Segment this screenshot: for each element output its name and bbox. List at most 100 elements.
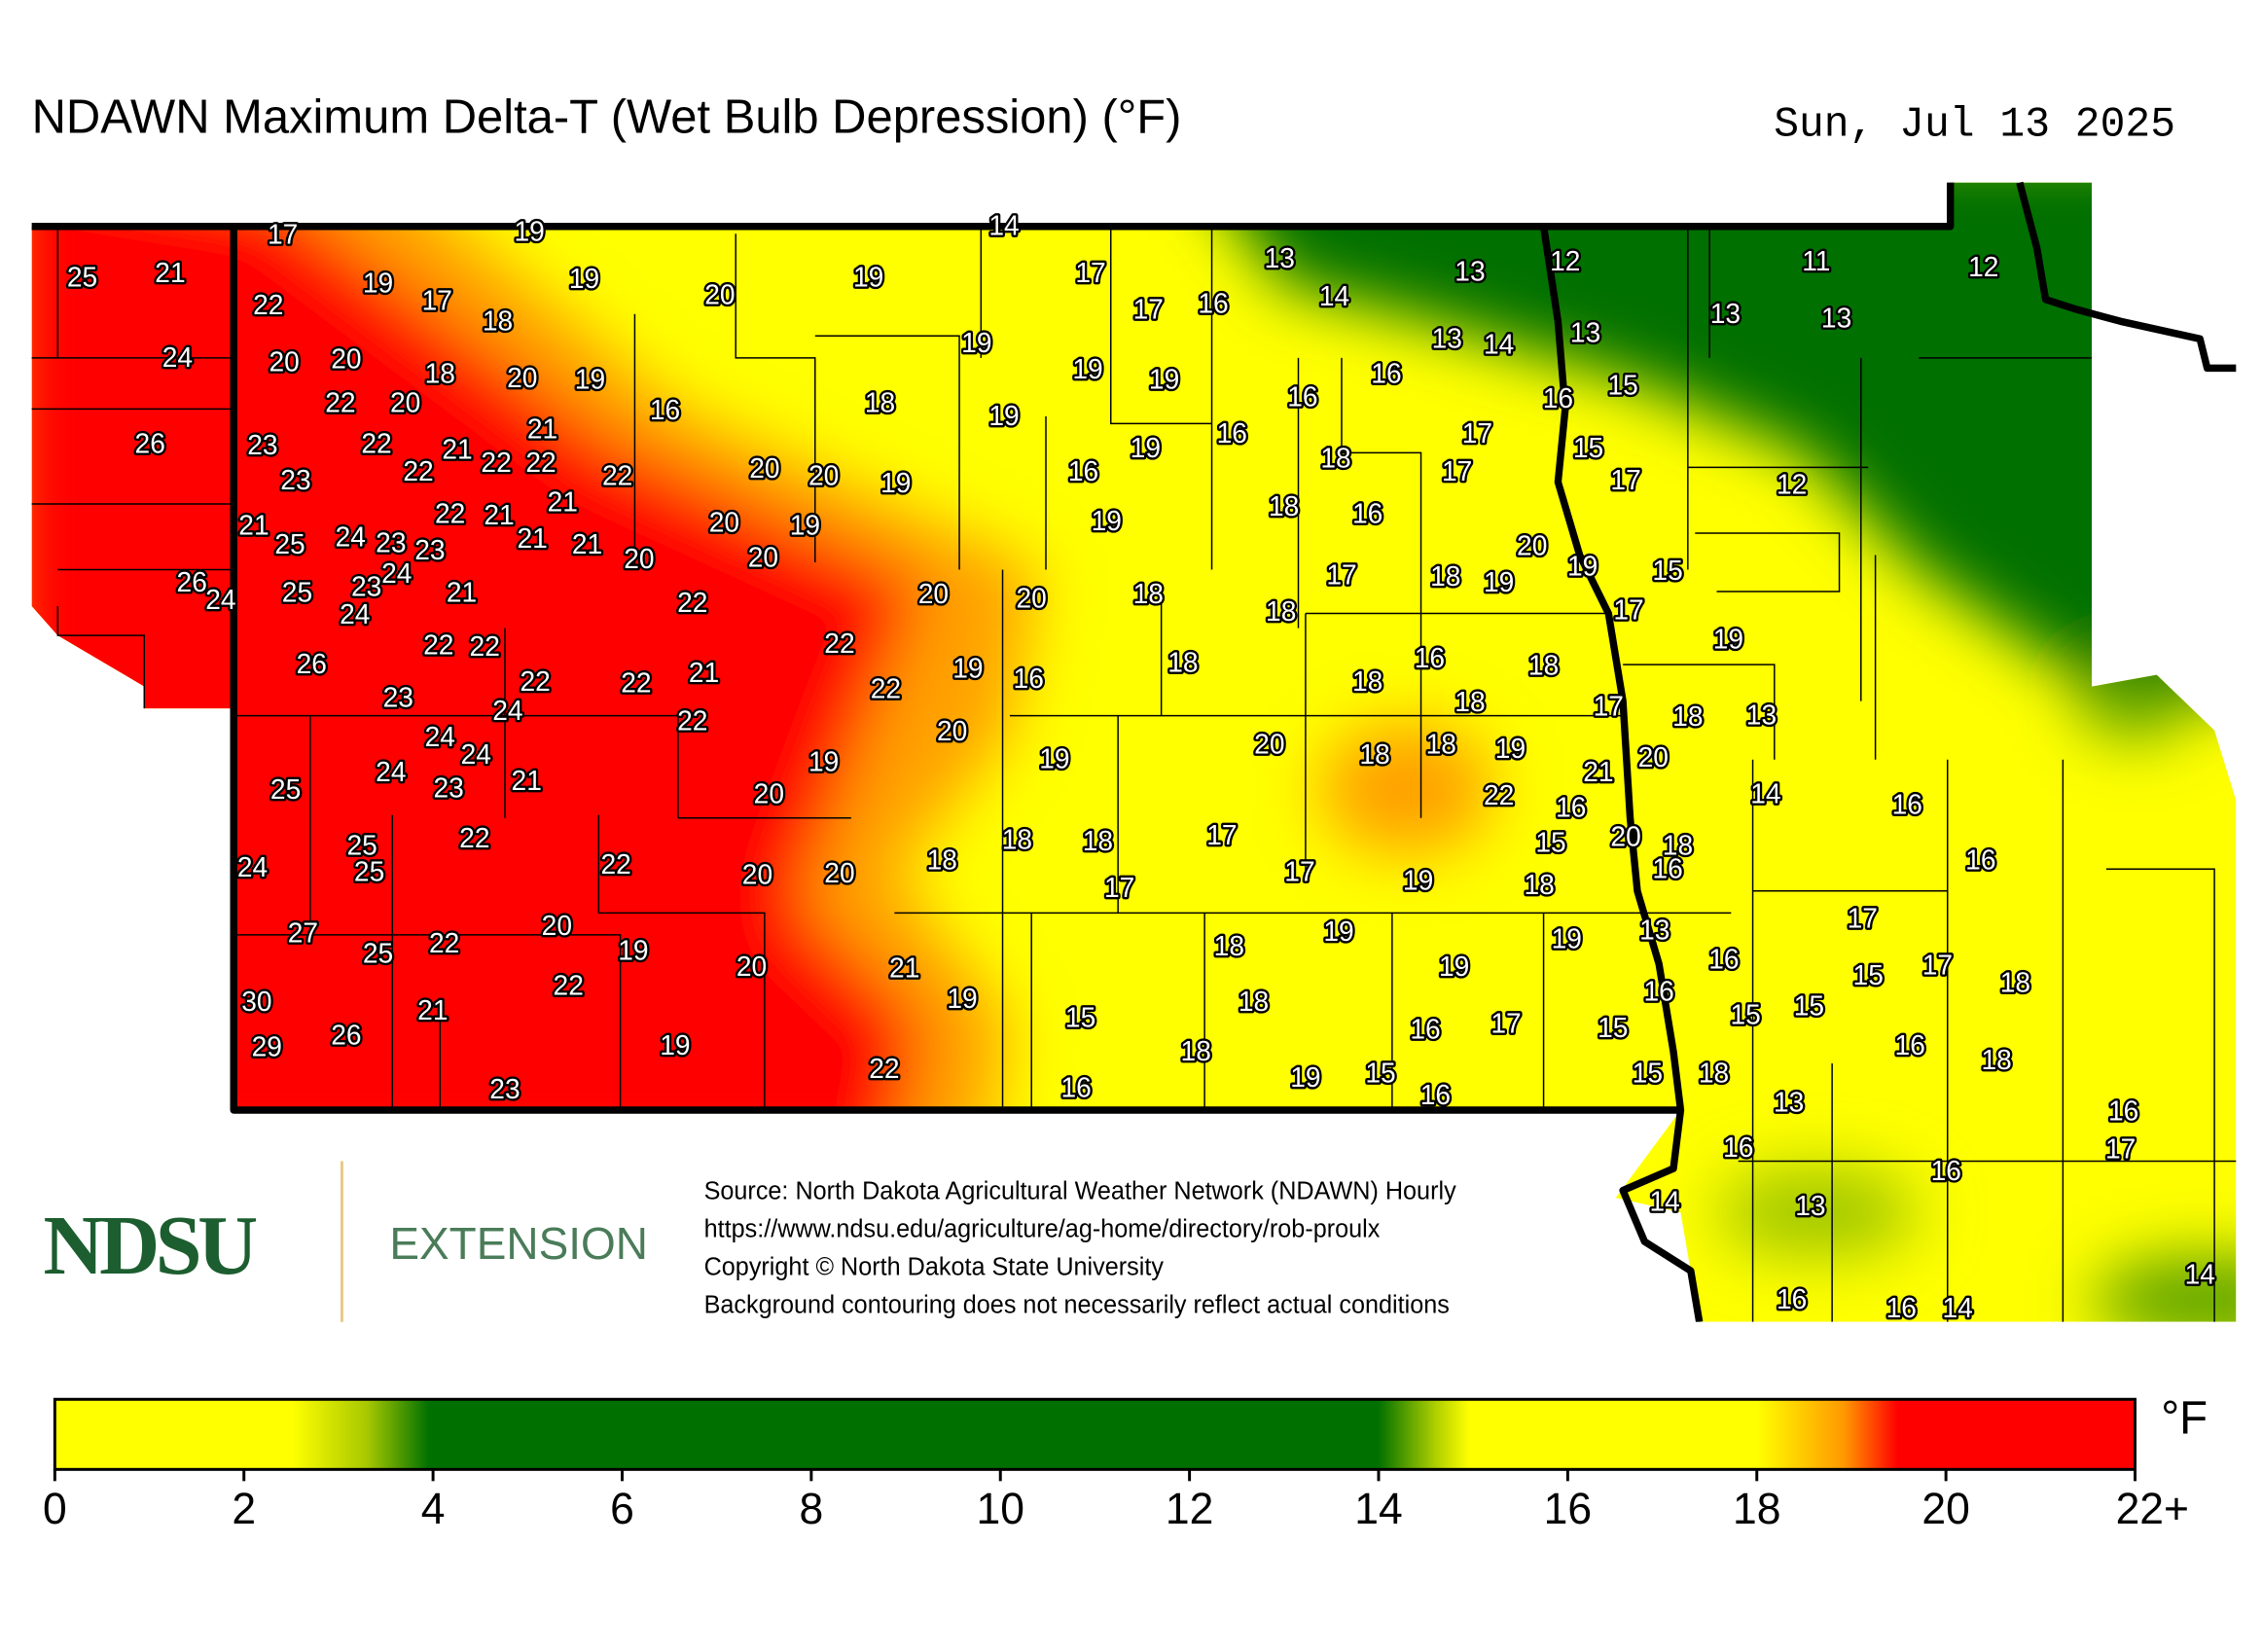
station-value: 17 [1613,594,1643,626]
station-value: 19 [363,268,393,299]
station-value: 24 [461,739,491,771]
source-line: Source: North Dakota Agricultural Weathe… [704,1177,1456,1204]
colorbar-tick-label: 14 [1354,1485,1402,1533]
station-value: 20 [918,579,949,610]
station-value: 22 [677,588,707,619]
station-value: 14 [988,211,1019,242]
station-value: 17 [1594,692,1624,723]
station-value: 14 [1649,1186,1679,1217]
station-value: 20 [937,716,967,747]
station-value: 20 [624,544,654,575]
station-value: 18 [1528,650,1559,681]
station-value: 18 [483,305,513,337]
station-value: 14 [2185,1260,2215,1291]
station-value: 21 [527,413,557,445]
station-value: 26 [331,1020,361,1051]
station-value: 19 [515,217,545,248]
colorbar [53,1397,2136,1471]
station-value: 19 [961,328,991,359]
station-value: 13 [1821,303,1851,334]
station-value: 13 [1265,243,1295,274]
station-value: 16 [1352,498,1382,529]
station-value: 20 [269,346,299,377]
station-value: 18 [865,387,895,418]
station-value: 19 [853,262,883,293]
station-value: 21 [517,523,547,555]
station-value: 22 [520,666,550,698]
map-date: Sun, Jul 13 2025 [1774,100,2175,148]
station-value: 22 [325,387,355,418]
source-line: Copyright © North Dakota State Universit… [704,1254,1165,1281]
station-value: 20 [1517,530,1547,561]
logo-unit: EXTENSION [389,1218,648,1269]
station-value: 23 [383,683,413,714]
station-value: 18 [1181,1036,1211,1067]
colorbar-ticks: 0 2 4 6 8 10 12 14 16 18 20 22+ [43,1469,2189,1533]
station-value: 22 [600,849,630,880]
station-value: 18 [2000,967,2030,998]
state-borders [31,181,2237,1323]
station-value: 21 [1583,757,1613,788]
station-value: 20 [824,858,854,889]
station-value: 15 [1607,370,1637,401]
station-value: 16 [1198,288,1228,319]
station-value: 16 [1060,1072,1091,1103]
station-value: 18 [1454,687,1485,718]
station-value: 16 [1652,853,1682,884]
station-value: 12 [1968,252,1998,283]
station-value: 15 [1794,990,1824,1022]
colorbar-unit: °F [2161,1392,2208,1444]
colorbar-tick-label: 18 [1733,1485,1780,1533]
station-value: 17 [1462,418,1492,449]
station-value: 16 [1556,792,1586,823]
station-value: 22 [253,290,283,321]
station-value: 14 [1319,281,1349,312]
station-value: 21 [572,529,602,560]
station-value: 19 [1403,865,1433,896]
colorbar-tick-label: 2 [232,1485,256,1533]
station-value: 20 [1638,742,1669,773]
station-value: 15 [1853,960,1884,991]
station-value: 13 [1746,700,1777,732]
colorbar-tick-label: 22+ [2116,1485,2189,1533]
station-value: 20 [331,343,361,375]
station-value: 19 [1149,364,1179,395]
station-value: 25 [354,856,384,887]
bottom-mask [0,1321,2262,1395]
station-value: 13 [1795,1191,1825,1222]
station-value: 16 [1068,456,1098,487]
station-value: 20 [542,911,572,942]
station-value: 25 [270,774,301,806]
station-value: 22 [554,970,584,1001]
station-value: 13 [1570,317,1600,348]
station-value: 17 [1326,559,1356,591]
station-value: 25 [67,262,97,293]
station-value: 22 [429,928,459,959]
station-value: 25 [363,938,393,969]
station-value: 27 [288,917,318,949]
station-value: 20 [1254,730,1284,761]
station-value: 16 [2108,1095,2138,1127]
station-value: 19 [1092,506,1122,537]
station-value: 18 [1320,443,1350,474]
station-value: 15 [1535,827,1565,858]
station-value: 22 [459,823,489,854]
station-value: 19 [618,935,648,966]
station-value: 20 [808,460,839,491]
station-value: 20 [742,859,772,890]
source-line: Background contouring does not necessari… [704,1292,1450,1319]
logo-name: NDSU [43,1199,256,1293]
station-value: 17 [422,285,452,316]
station-value: 16 [1895,1030,1925,1061]
station-value: 24 [340,599,370,630]
station-value: 18 [1430,561,1460,593]
station-value: 16 [1892,789,1922,820]
station-value: 24 [205,585,235,616]
station-value: 17 [1284,856,1314,887]
station-value: 20 [736,952,767,983]
station-value: 16 [1931,1156,1961,1187]
station-value: 21 [484,500,514,531]
station-value: 18 [927,844,957,876]
station-value: 18 [1352,666,1382,698]
